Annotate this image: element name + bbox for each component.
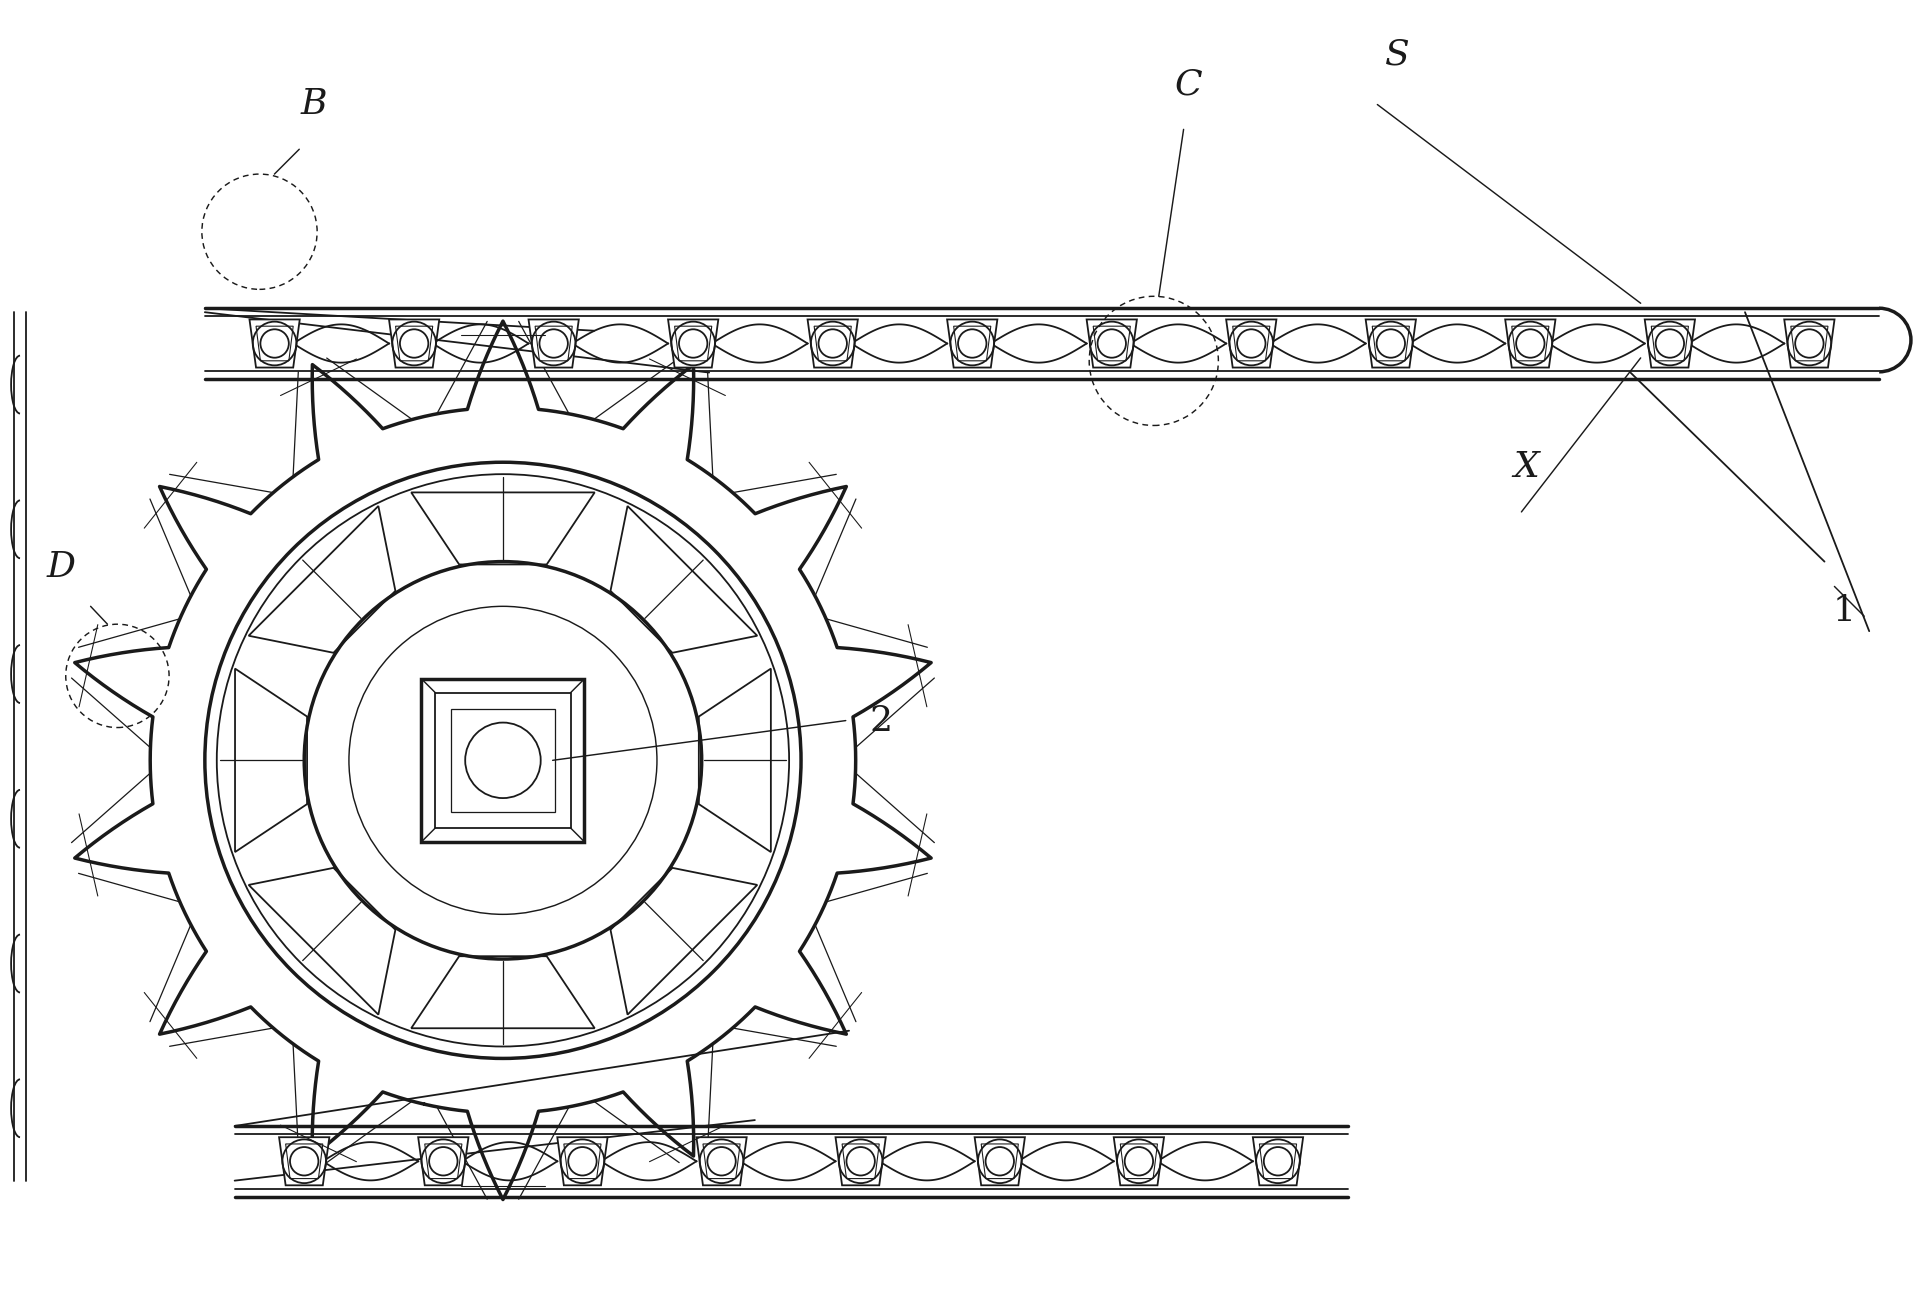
Polygon shape	[249, 320, 301, 367]
Text: S: S	[1386, 38, 1409, 72]
Polygon shape	[1087, 320, 1137, 367]
Polygon shape	[611, 506, 757, 653]
Polygon shape	[235, 669, 306, 852]
Polygon shape	[611, 868, 757, 1015]
Polygon shape	[1114, 1137, 1164, 1185]
Polygon shape	[279, 1137, 330, 1185]
Polygon shape	[669, 320, 719, 367]
Polygon shape	[249, 506, 395, 653]
Polygon shape	[696, 1137, 746, 1185]
Polygon shape	[1784, 320, 1835, 367]
Polygon shape	[422, 679, 584, 842]
Polygon shape	[1253, 1137, 1303, 1185]
Text: C: C	[1175, 68, 1202, 101]
Polygon shape	[807, 320, 858, 367]
Polygon shape	[528, 320, 578, 367]
Polygon shape	[410, 493, 595, 565]
Text: 1: 1	[1833, 594, 1856, 628]
Text: B: B	[301, 88, 328, 122]
Polygon shape	[1505, 320, 1555, 367]
Polygon shape	[1646, 320, 1696, 367]
Polygon shape	[1226, 320, 1276, 367]
Polygon shape	[410, 956, 595, 1028]
Polygon shape	[389, 320, 439, 367]
Polygon shape	[975, 1137, 1025, 1185]
Polygon shape	[418, 1137, 468, 1185]
Text: X: X	[1513, 450, 1540, 484]
Text: 2: 2	[869, 704, 892, 738]
Polygon shape	[249, 868, 395, 1015]
Polygon shape	[1366, 320, 1416, 367]
Polygon shape	[700, 669, 771, 852]
Polygon shape	[946, 320, 998, 367]
Text: D: D	[46, 549, 75, 583]
Polygon shape	[75, 321, 931, 1200]
Polygon shape	[836, 1137, 886, 1185]
Polygon shape	[557, 1137, 607, 1185]
